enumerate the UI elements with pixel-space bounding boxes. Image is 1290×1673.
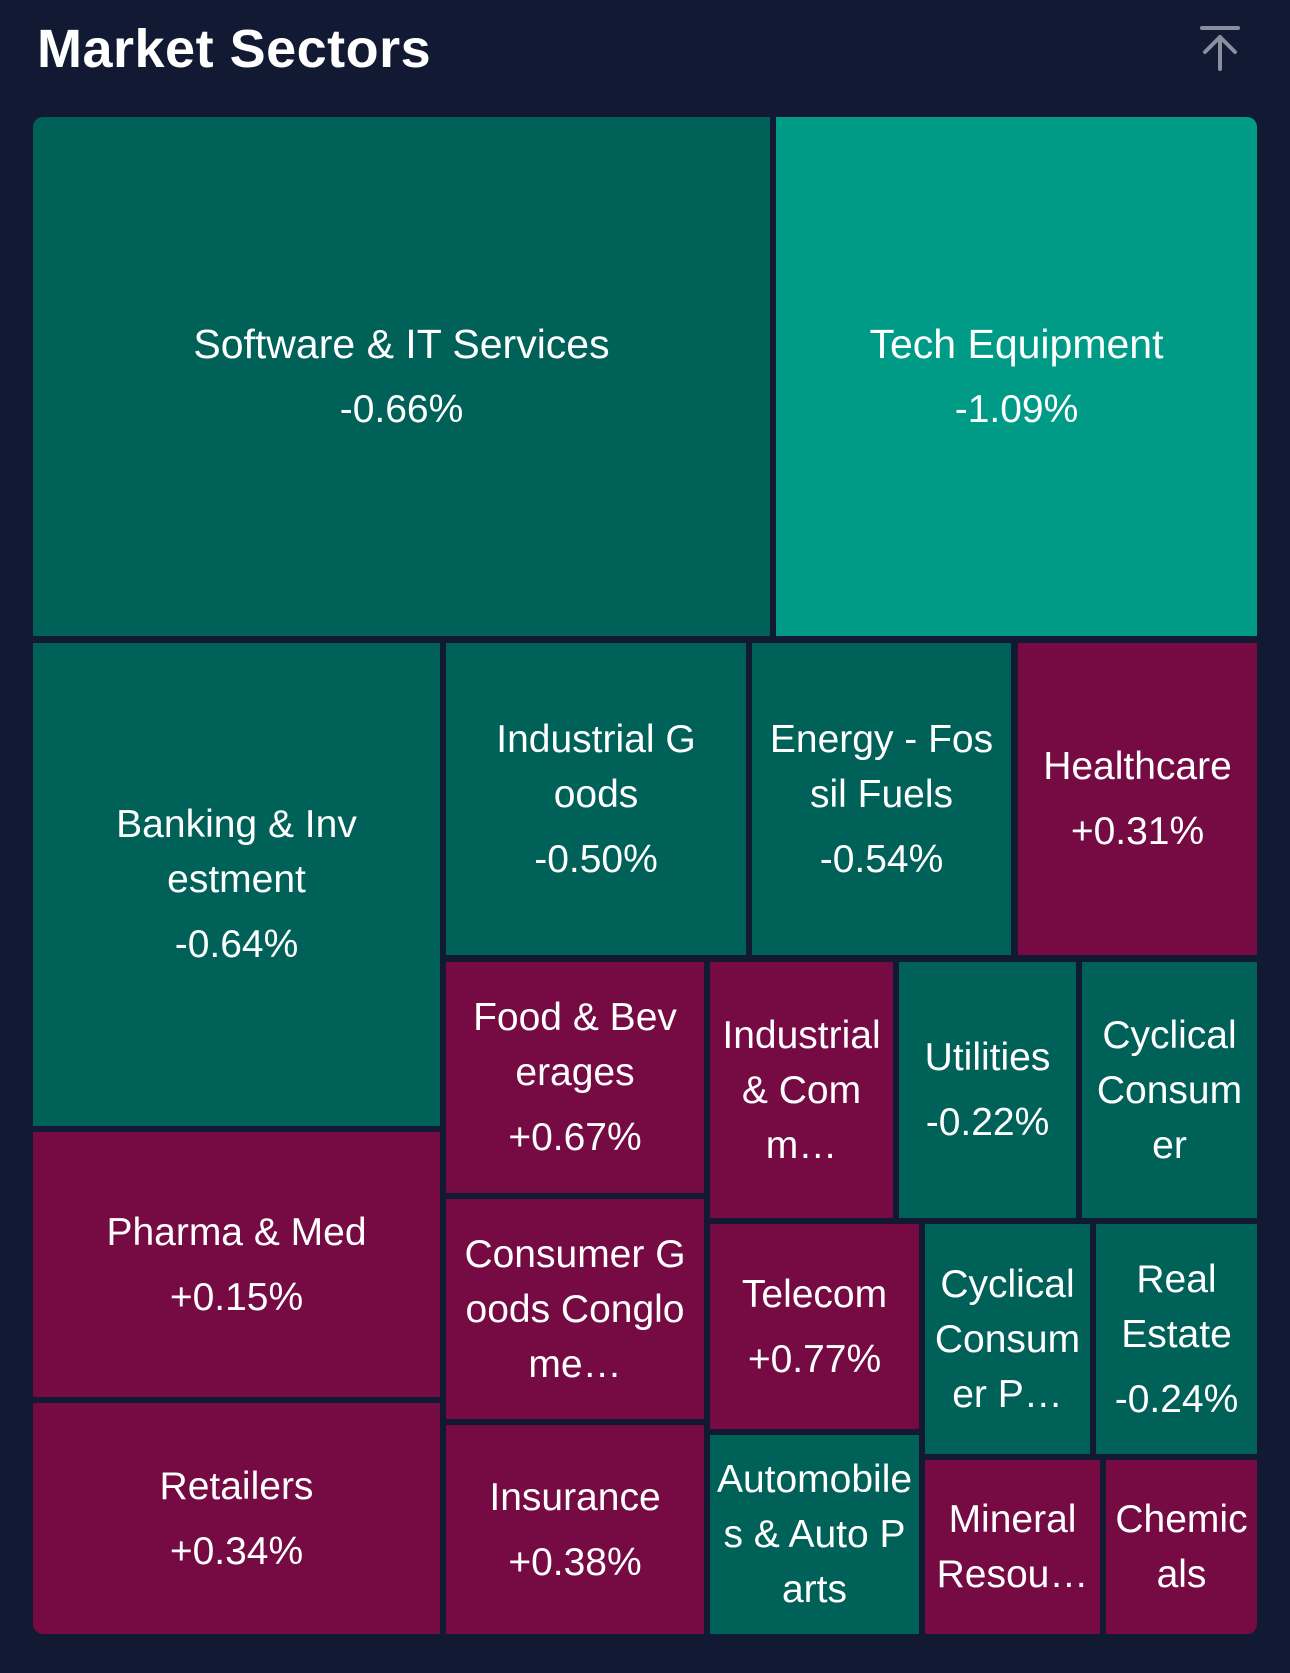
sector-change: +0.67% — [508, 1116, 642, 1159]
sector-tile-industrial-commercial[interactable]: Industrial & Comm… — [710, 962, 893, 1218]
sector-tile-energy-fossil-fuels[interactable]: Energy - Fossil Fuels -0.54% — [752, 643, 1011, 955]
sector-name: Healthcare — [1043, 745, 1232, 788]
sector-tile-cyclical-consumer[interactable]: Cyclical Consumer — [1082, 962, 1257, 1218]
sector-tile-automobiles-auto-parts[interactable]: Automobiles & Auto Parts — [710, 1435, 919, 1634]
sector-tile-consumer-goods-conglomerates[interactable]: Consumer Goods Conglome… — [446, 1199, 704, 1419]
sector-change: +0.38% — [508, 1540, 642, 1584]
sector-change: -0.50% — [534, 837, 658, 881]
sector-tile-utilities[interactable]: Utilities -0.22% — [899, 962, 1076, 1218]
sector-tile-mineral-resources[interactable]: Mineral Resou… — [925, 1460, 1100, 1634]
sector-tile-food-beverages[interactable]: Food & Beverages +0.67% — [446, 962, 704, 1193]
sector-name: Cyclical Consumer — [1096, 1013, 1243, 1167]
sector-name: Retailers — [159, 1464, 314, 1508]
sector-tile-cyclical-consumer-products[interactable]: Cyclical Consumer P… — [925, 1224, 1090, 1454]
sector-change: -1.09% — [954, 387, 1079, 431]
sector-name: Insurance — [489, 1475, 661, 1519]
sector-change: +0.34% — [169, 1529, 304, 1573]
sector-name: Mineral Resou… — [936, 1498, 1089, 1596]
sector-name: Tech Equipment — [869, 320, 1164, 367]
scroll-to-top-button[interactable] — [1192, 20, 1248, 76]
sector-tile-healthcare[interactable]: Healthcare +0.31% — [1018, 643, 1257, 955]
sector-change: +0.15% — [169, 1275, 304, 1319]
sector-tile-pharma-med[interactable]: Pharma & Med +0.15% — [33, 1132, 440, 1397]
sector-change: -0.54% — [819, 837, 944, 881]
sector-name: Software & IT Services — [193, 320, 610, 367]
sector-tile-industrial-goods[interactable]: Industrial Goods -0.50% — [446, 643, 746, 955]
sector-tile-software-it-services[interactable]: Software & IT Services -0.66% — [33, 117, 770, 636]
sector-name: Real Estate — [1121, 1257, 1232, 1356]
sector-tile-banking-investment[interactable]: Banking & Investment -0.64% — [33, 643, 440, 1126]
sector-name: Chemicals — [1115, 1498, 1248, 1596]
sector-name: Cyclical Consumer P… — [934, 1262, 1081, 1416]
sector-tile-tech-equipment[interactable]: Tech Equipment -1.09% — [776, 117, 1257, 636]
sector-tile-real-estate[interactable]: Real Estate -0.24% — [1096, 1224, 1257, 1454]
sector-tile-insurance[interactable]: Insurance +0.38% — [446, 1425, 704, 1634]
sector-treemap: Software & IT Services -0.66% Tech Equip… — [33, 117, 1257, 1634]
sector-name: Pharma & Med — [106, 1210, 367, 1254]
sector-tile-retailers[interactable]: Retailers +0.34% — [33, 1403, 440, 1634]
page-title: Market Sectors — [37, 19, 432, 79]
sector-change: -0.66% — [339, 387, 464, 431]
sector-name: Banking & Investment — [116, 803, 357, 901]
sector-change: -0.22% — [925, 1101, 1050, 1144]
sector-name: Industrial & Comm… — [722, 1013, 881, 1167]
sector-change: +0.31% — [1070, 810, 1205, 853]
sector-name: Utilities — [924, 1036, 1051, 1079]
arrow-up-to-top-icon — [1200, 26, 1240, 71]
sector-change: -0.64% — [174, 923, 299, 966]
sector-name: Automobiles & Auto Parts — [716, 1458, 913, 1611]
sector-name: Industrial Goods — [496, 717, 696, 816]
sector-change: -0.24% — [1114, 1377, 1239, 1421]
sector-name: Food & Beverages — [473, 996, 677, 1094]
sector-name: Energy - Fossil Fuels — [769, 717, 994, 816]
sector-change: +0.77% — [747, 1337, 882, 1381]
sector-name: Telecom — [741, 1272, 888, 1316]
sector-name: Consumer Goods Conglome… — [464, 1232, 686, 1386]
sector-tile-chemicals[interactable]: Chemicals — [1106, 1460, 1257, 1634]
sector-tile-telecom[interactable]: Telecom +0.77% — [710, 1224, 919, 1429]
